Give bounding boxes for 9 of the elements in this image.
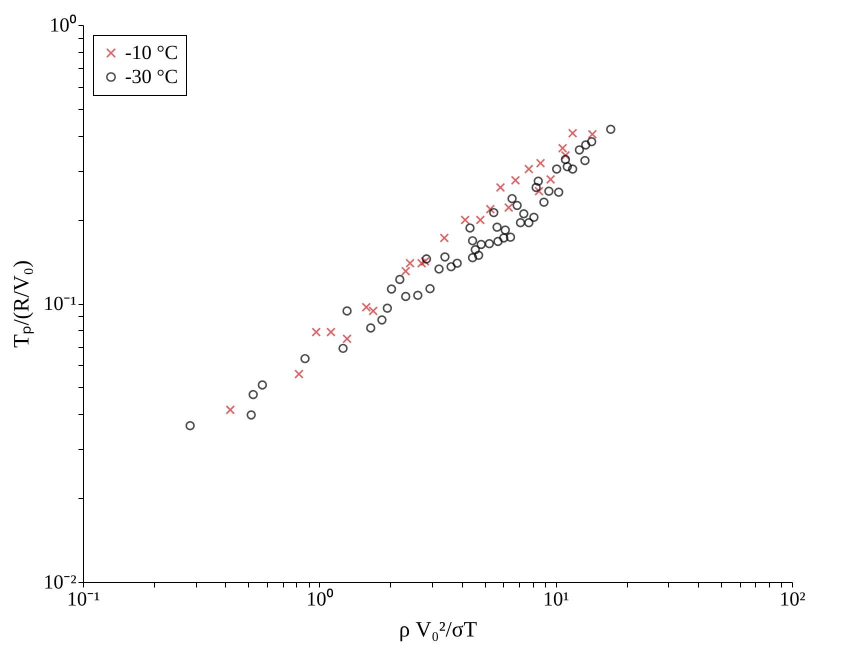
legend-label: -30 °C (125, 66, 178, 88)
x-tick-label: 10⁰ (306, 588, 334, 610)
y-axis-title: Tₚ/(R/V₀) (8, 260, 35, 348)
x-axis-title: ρ V₀²/σT (398, 616, 478, 642)
x-tick-label: 10¹ (543, 588, 570, 610)
y-tick-label: 10⁻¹ (44, 293, 76, 315)
y-tick-label: 10⁰ (50, 14, 76, 36)
x-tick-label: 10² (780, 588, 806, 610)
legend-label: -10 °C (125, 42, 178, 64)
